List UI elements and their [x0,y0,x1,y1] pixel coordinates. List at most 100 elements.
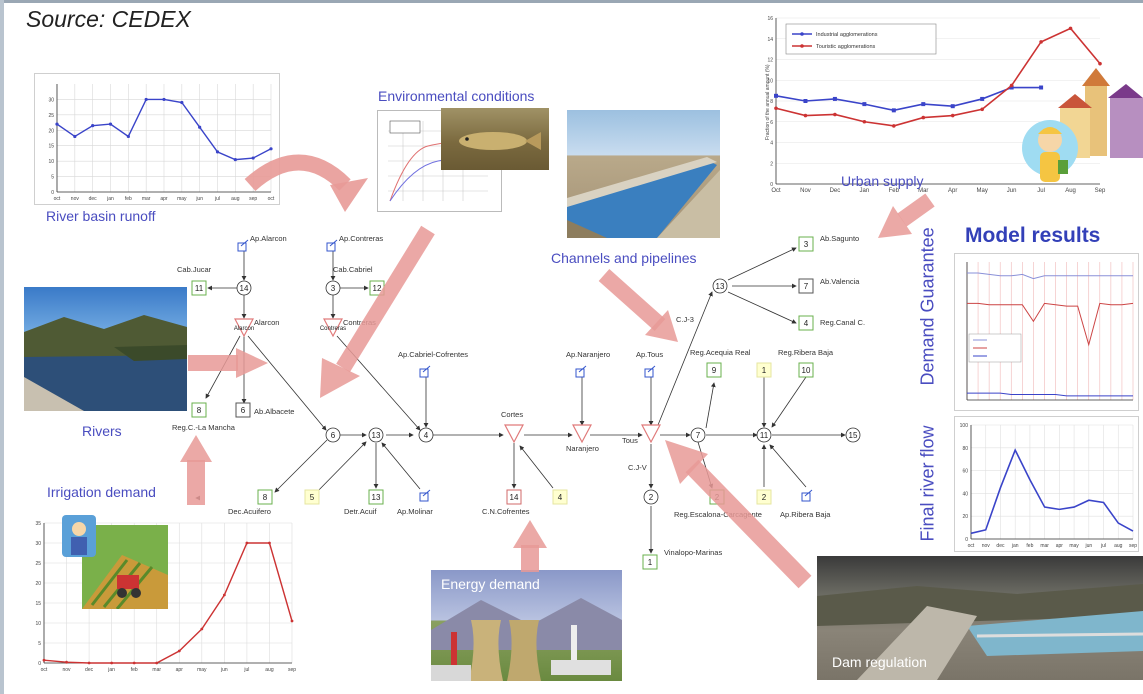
y-tick-label: 10 [35,621,41,627]
data-point [215,150,220,154]
x-tick-label: feb [125,196,132,202]
y-axis-label: Fraction of the annual amount (%) [765,64,771,140]
y-tick-label: 0 [38,661,41,667]
y-tick-label: 30 [48,97,54,103]
node-numbers: 14 3 11 12 Alarcon Contreras 8 6 6 13 4 … [195,240,858,567]
flow-chart-svg: 0 20 40 60 80 100 oct nov dec jan feb mar apr may jun j… [960,423,1138,549]
data-point [892,124,896,128]
data-point [91,124,95,128]
arrow-rivers-head [236,348,268,378]
arrow-irrigation-head [180,435,212,462]
energy-demand-label: Energy demand [441,576,540,592]
svg-text:Contreras: Contreras [320,326,346,332]
dam-photo [817,556,1143,680]
junction-circles [236,278,861,505]
y-tick-label: 80 [962,446,968,452]
y-tick-label: 10 [48,159,54,165]
arrow-urban-head [878,206,912,238]
y-tick-label: 0 [770,182,773,188]
data-point [251,156,255,160]
series-line [775,86,1042,112]
arrow-channels-head [645,310,678,342]
series-line [43,542,293,664]
svg-text:Ap.Naranjero: Ap.Naranjero [566,350,610,359]
data-point [233,158,237,162]
x-tick-label: Nov [800,188,811,194]
y-tick-label: 30 [35,541,41,547]
x-tick-label: may [177,196,187,202]
svg-text:8: 8 [197,406,202,415]
svg-text:14: 14 [510,493,519,502]
window-frame-left [0,0,4,694]
data-point [87,661,91,665]
guarantee-chart-svg [966,262,1134,401]
x-tick-label: Aug [1065,188,1076,194]
svg-text:Ap.Cabriel-Cofrentes: Ap.Cabriel-Cofrentes [398,350,468,359]
svg-text:5: 5 [310,493,315,502]
svg-text:Reg.Escalona-Carcagente: Reg.Escalona-Carcagente [674,510,762,519]
x-tick-label: jul [243,667,249,673]
data-point [980,107,984,112]
environmental-conditions-label: Environmental conditions [378,88,535,104]
y-tick-label: 15 [35,601,41,607]
x-tick-label: Feb [889,188,900,194]
svg-text:Ab.Sagunto: Ab.Sagunto [820,234,859,243]
data-point [803,113,808,118]
svg-text:Cortes: Cortes [501,410,523,419]
y-tick-label: 40 [962,491,968,497]
channels-pipelines-label: Channels and pipelines [551,250,697,266]
y-tick-label: 2 [770,161,773,167]
svg-text:Detr.Acuif: Detr.Acuif [344,507,377,516]
arrow-environment [336,225,435,373]
x-tick-label: jul [214,196,220,202]
legend-marker [800,44,804,48]
x-tick-label: nov [71,196,80,202]
svg-text:7: 7 [696,431,701,440]
data-point [126,134,130,139]
return-boxes [304,362,772,505]
x-tick-label: may [197,667,207,673]
dam-regulation-label: Dam regulation [832,654,927,670]
data-point [774,106,778,111]
svg-text:Alarcon: Alarcon [254,318,279,327]
svg-text:15: 15 [849,431,858,440]
urban-supply-label: Urban supply [841,173,924,189]
svg-text:C.J-V: C.J-V [628,463,647,472]
x-tick-label: dec [85,667,94,673]
x-tick-label: jan [1011,543,1019,549]
svg-text:8: 8 [263,493,268,502]
x-tick-label: oct [54,196,61,202]
y-tick-label: 5 [38,641,41,647]
x-tick-label: jun [1084,543,1092,549]
x-tick-label: nov [63,667,72,673]
x-tick-label: aug [231,196,240,202]
y-tick-label: 20 [962,514,968,520]
data-point [73,134,77,139]
y-tick-label: 8 [770,99,773,105]
svg-text:Cab.Jucar: Cab.Jucar [177,265,212,274]
svg-text:13: 13 [372,493,381,502]
data-point [921,102,926,107]
x-tick-label: May [977,188,988,194]
x-tick-label: oct [268,196,275,202]
y-tick-label: 5 [51,175,54,181]
data-point [1068,26,1073,31]
y-tick-label: 12 [767,58,773,64]
svg-text:1: 1 [648,558,653,567]
svg-text:4: 4 [804,319,809,328]
data-point [155,661,159,665]
arrow-channels [598,269,666,331]
svg-text:Reg.Ribera Baja: Reg.Ribera Baja [778,348,834,357]
x-tick-label: Sep [1095,188,1106,194]
x-tick-label: sep [1129,543,1137,549]
final-river-flow-chart: 0 20 40 60 80 100 oct nov dec jan feb mar apr may jun j… [954,416,1139,552]
data-point [110,661,114,665]
series-line [967,302,1134,347]
data-point [1039,85,1044,90]
svg-text:Ap.Tous: Ap.Tous [636,350,663,359]
arrow-energy-head [513,520,547,548]
irrigation-demand-label: Irrigation demand [47,484,156,500]
x-tick-label: Apr [948,188,957,194]
